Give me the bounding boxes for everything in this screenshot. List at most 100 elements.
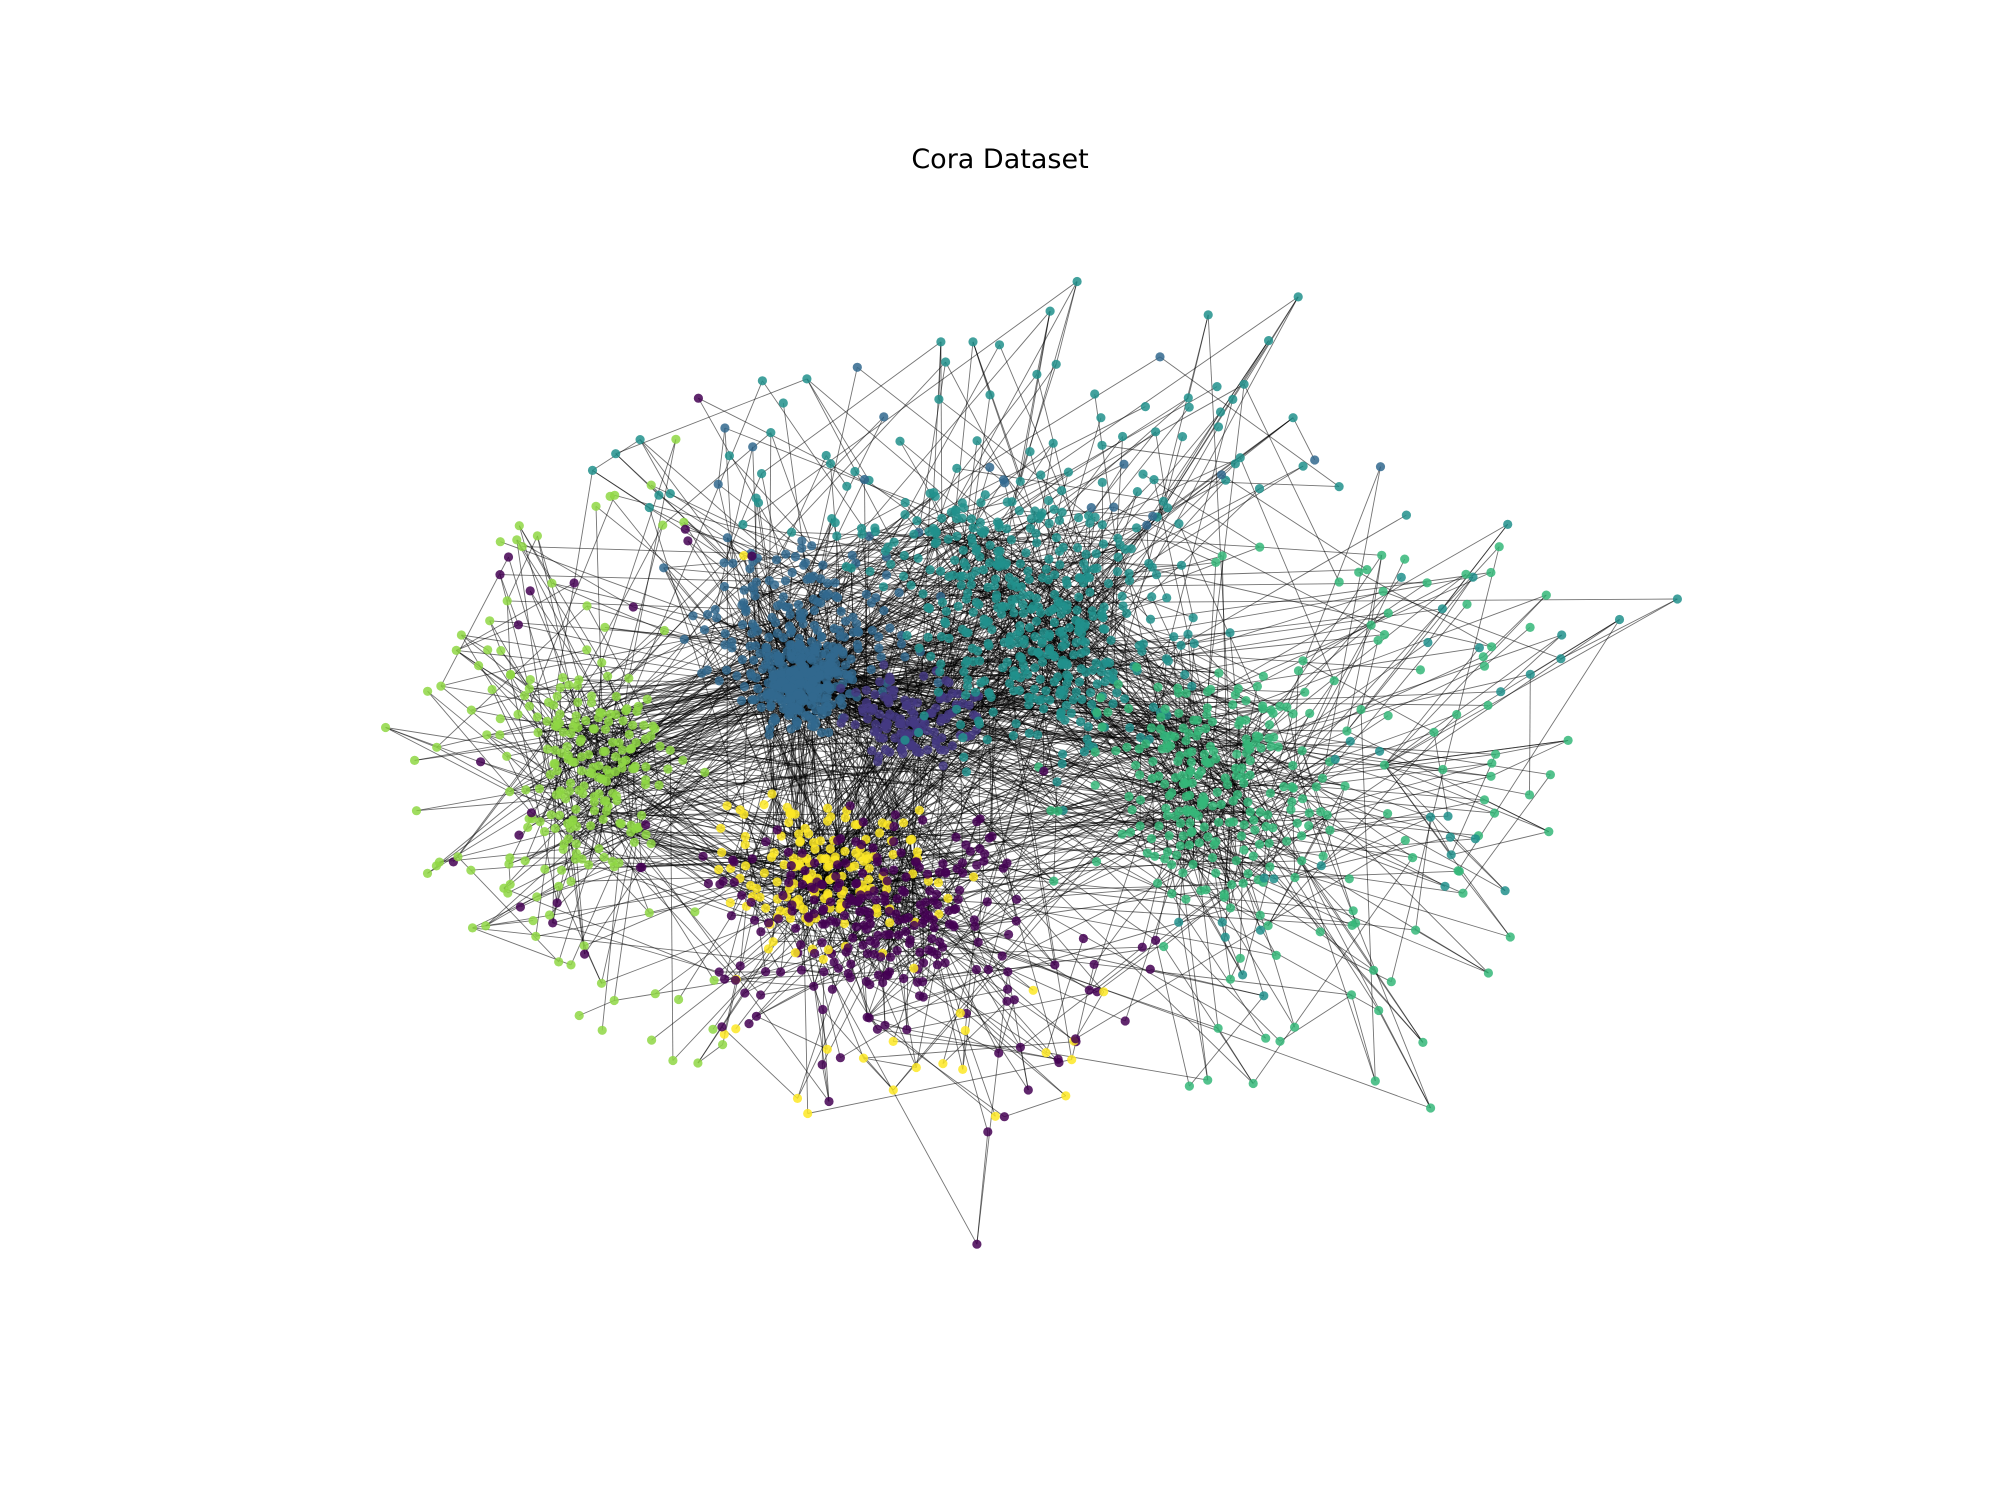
graph-node (1258, 701, 1268, 711)
graph-node (932, 960, 943, 970)
graph-node (587, 691, 597, 701)
graph-edge (499, 699, 905, 736)
graph-node (1557, 630, 1567, 640)
graph-node (1004, 572, 1014, 583)
graph-node (928, 915, 939, 925)
graph-node (1079, 559, 1089, 569)
graph-node (1072, 276, 1082, 287)
graph-edge (698, 397, 844, 655)
graph-node (1199, 749, 1210, 759)
graph-node (773, 914, 784, 924)
graph-node (889, 821, 899, 832)
graph-node (1268, 823, 1278, 833)
graph-node (720, 629, 730, 639)
graph-edge (485, 856, 605, 927)
graph-node (912, 698, 923, 708)
graph-node (736, 696, 747, 706)
graph-node (795, 656, 805, 667)
graph-node (603, 671, 613, 681)
graph-edge (821, 971, 825, 1065)
graph-node (1077, 694, 1087, 705)
graph-node (1263, 810, 1273, 820)
graph-node (1007, 497, 1017, 507)
graph-edge (581, 810, 595, 860)
graph-node (1178, 779, 1188, 789)
graph-node (882, 876, 892, 886)
graph-node (949, 922, 959, 932)
graph-node (710, 604, 720, 615)
graph-node (1158, 496, 1168, 506)
graph-node (520, 691, 530, 701)
graph-node (740, 831, 750, 842)
graph-edge (1384, 647, 1480, 766)
graph-node (820, 919, 830, 929)
graph-node (1418, 1037, 1428, 1047)
graph-edge (1187, 314, 1209, 399)
graph-node (615, 818, 625, 828)
graph-edge (868, 535, 1506, 892)
graph-edge (869, 570, 1220, 674)
graph-node (1268, 708, 1278, 719)
graph-node (1251, 731, 1261, 741)
graph-node (797, 879, 808, 890)
graph-node (485, 616, 495, 626)
graph-edge (1096, 712, 1296, 878)
graph-node (555, 709, 565, 719)
graph-node (749, 585, 759, 595)
graph-node (1208, 801, 1218, 811)
graph-edge (917, 969, 977, 983)
graph-node (1064, 623, 1075, 633)
graph-node (936, 337, 946, 347)
graph-node (961, 767, 972, 777)
graph-node (1187, 747, 1197, 757)
graph-node (1206, 684, 1216, 695)
graph-node (1050, 570, 1060, 580)
graph-node (1556, 654, 1566, 664)
graph-node (864, 1013, 874, 1023)
graph-node (845, 801, 855, 811)
graph-edge (1384, 594, 1547, 766)
graph-node (1164, 791, 1174, 801)
graph-edge (984, 530, 1492, 648)
graph-node (975, 517, 986, 528)
graph-edge (641, 700, 1247, 816)
graph-node (631, 738, 641, 748)
graph-node (966, 580, 976, 590)
graph-node (919, 671, 929, 681)
graph-node (1186, 757, 1196, 767)
graph-node (1176, 640, 1186, 651)
graph-node (605, 769, 615, 779)
graph-edge (685, 528, 824, 566)
graph-node (1113, 679, 1123, 689)
graph-node (1039, 766, 1049, 776)
graph-node (1325, 825, 1335, 835)
graph-node (577, 752, 587, 762)
graph-node (962, 681, 973, 691)
graph-node (1374, 1005, 1384, 1016)
graph-node (1215, 407, 1226, 417)
graph-node (778, 633, 788, 643)
graph-node (1503, 519, 1513, 530)
graph-node (1081, 549, 1091, 560)
graph-node (1563, 735, 1573, 746)
graph-edge (940, 341, 943, 519)
graph-node (806, 637, 817, 647)
graph-node (1182, 807, 1192, 817)
graph-node (1241, 734, 1251, 744)
graph-edge (1089, 946, 1143, 991)
graph-node (1136, 732, 1146, 743)
graph-edge (882, 953, 886, 1026)
graph-node (870, 523, 880, 533)
graph-edge (723, 979, 737, 1035)
graph-edge (1180, 762, 1492, 847)
graph-node (850, 466, 860, 477)
graph-edge (1495, 739, 1569, 755)
graph-node (880, 891, 890, 901)
graph-node (1293, 666, 1304, 676)
graph-node (906, 580, 916, 590)
graph-node (1066, 708, 1076, 718)
graph-node (940, 867, 951, 877)
graph-node (778, 890, 788, 901)
graph-node (739, 809, 749, 820)
graph-node (900, 735, 910, 745)
